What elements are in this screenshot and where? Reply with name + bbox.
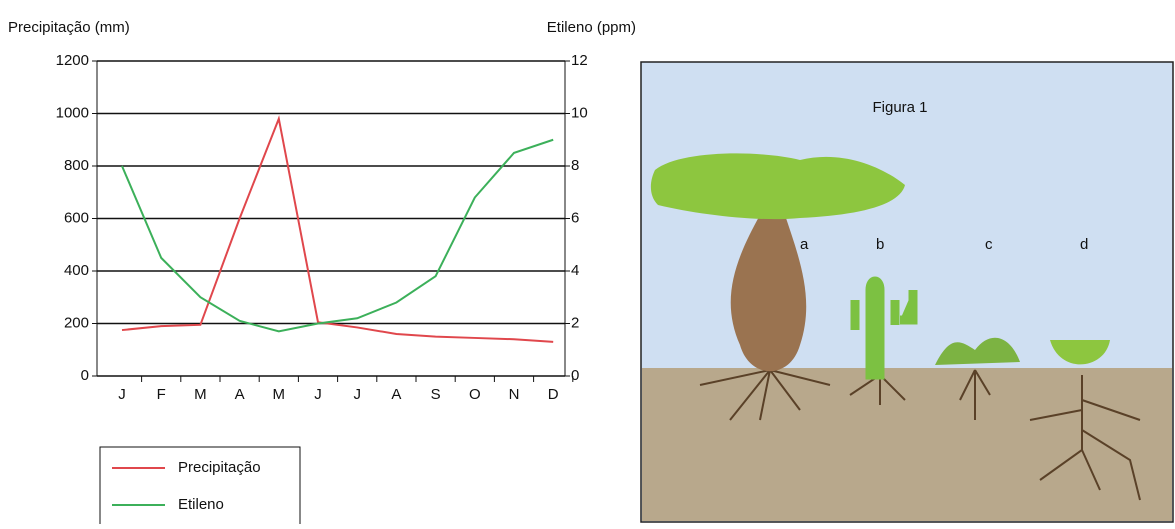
y-tick-label: 1200 (56, 52, 89, 69)
roots (699, 369, 1141, 501)
y2-tick-label: 0 (571, 367, 579, 384)
shrub (935, 337, 1020, 365)
y-tick-label: 600 (64, 209, 89, 226)
cactus (850, 276, 918, 380)
figure-caption: Figura 1 (872, 99, 927, 116)
x-tick-label: M (194, 386, 207, 403)
y-tick-label: 200 (64, 314, 89, 331)
series-line (121, 115, 554, 343)
x-tick-label: J (353, 386, 361, 403)
small-plant (1050, 340, 1110, 365)
y2-axis-title: Etileno (ppm) (547, 19, 636, 36)
legend-label: Etileno (178, 496, 224, 513)
x-tick-label: M (273, 386, 286, 403)
x-tick-label: S (431, 386, 441, 403)
series-line (121, 138, 554, 333)
legend-label: Precipitação (178, 459, 261, 476)
y2-tick-label: 2 (571, 314, 579, 331)
x-tick-label: A (391, 386, 401, 403)
figure-label: d (1080, 236, 1088, 253)
figure-label: a (800, 236, 809, 253)
y2-tick-label: 10 (571, 104, 588, 121)
ground (642, 368, 1172, 521)
illustration: Figura 1 a b c d (640, 61, 1174, 523)
y-tick-label: 400 (64, 262, 89, 279)
baobab-trunk (730, 215, 807, 372)
x-tick-label: J (118, 386, 126, 403)
figure-label: b (876, 236, 884, 253)
x-tick-label: N (509, 386, 520, 403)
x-tick-label: F (157, 386, 166, 403)
x-tick-label: D (548, 386, 559, 403)
baobab-crown (650, 153, 905, 220)
y-axis-title: Precipitação (mm) (8, 19, 130, 36)
x-tick-label: O (469, 386, 481, 403)
x-tick-label: J (314, 386, 322, 403)
y-tick-label: 1000 (56, 104, 89, 121)
figure-label: c (985, 236, 993, 253)
x-tick-label: A (235, 386, 245, 403)
y2-tick-label: 4 (571, 262, 579, 279)
y2-tick-label: 12 (571, 52, 588, 69)
y2-tick-label: 8 (571, 157, 579, 174)
y2-tick-label: 6 (571, 209, 579, 226)
y-tick-label: 0 (81, 367, 89, 384)
y-tick-label: 800 (64, 157, 89, 174)
